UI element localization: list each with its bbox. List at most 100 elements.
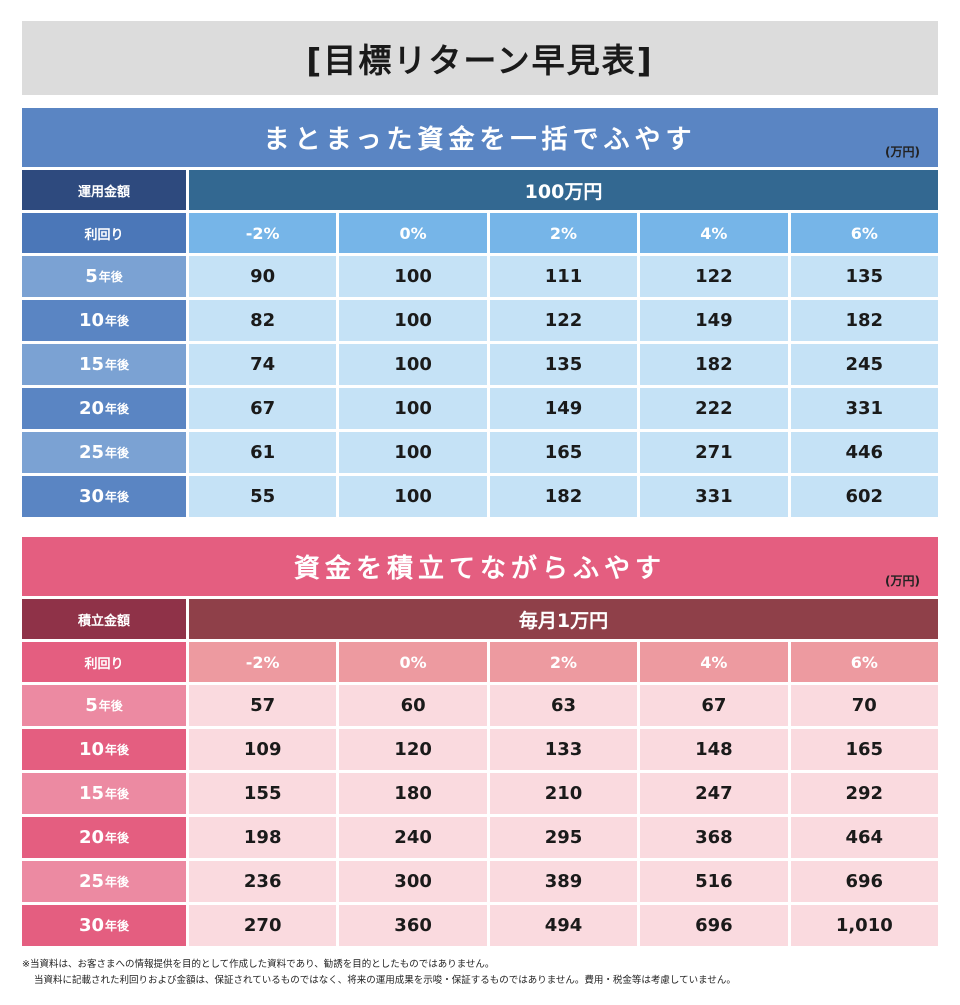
year-suffix: 年後	[105, 787, 130, 801]
value-cell: 210	[489, 773, 638, 814]
value-cell: 165	[790, 729, 938, 770]
value-cell: 60	[339, 685, 487, 726]
year-number: 25	[78, 442, 105, 463]
value-cell: 100	[339, 388, 487, 429]
value-cell: 368	[640, 817, 788, 858]
unit-label: (万円)	[885, 574, 920, 588]
value-cell: 360	[339, 905, 487, 946]
value-cell: 100	[339, 432, 487, 473]
return-table: 運用金額 100万円 利回り -2% 0% 2% 4% 6% 5 年後 90 100 111 122 135…	[22, 170, 938, 517]
year-number: 10	[78, 310, 105, 331]
amount-value: 毎月1万円	[189, 599, 938, 639]
value-cell: 236	[189, 861, 337, 902]
year-number: 30	[78, 486, 105, 507]
year-number: 5	[85, 266, 98, 287]
value-cell: 67	[640, 685, 788, 726]
value-cell: 165	[489, 432, 638, 473]
amount-label: 積立金額	[22, 599, 186, 639]
footnote: ※当資料は、お客さまへの情報提供を目的として作成した資料であり、勧誘を目的とした…	[22, 959, 495, 970]
year-suffix: 年後	[105, 875, 130, 889]
value-cell: 57	[189, 685, 337, 726]
section-title: 資金を積立てながらふやす	[293, 554, 666, 584]
rate-header: 0%	[339, 213, 487, 253]
unit-label: (万円)	[885, 145, 920, 159]
rate-header: 4%	[640, 213, 788, 253]
value-cell: 247	[640, 773, 788, 814]
year-number: 15	[78, 354, 105, 375]
value-cell: 90	[189, 256, 337, 297]
value-cell: 111	[489, 256, 638, 297]
year-suffix: 年後	[105, 919, 130, 933]
value-cell: 464	[790, 817, 938, 858]
value-cell: 61	[189, 432, 337, 473]
rate-header: 2%	[489, 642, 638, 682]
value-cell: 198	[189, 817, 337, 858]
year-suffix: 年後	[105, 402, 130, 416]
value-cell: 271	[640, 432, 788, 473]
value-cell: 120	[339, 729, 487, 770]
rate-label: 利回り	[22, 642, 186, 682]
year-suffix: 年後	[105, 358, 130, 372]
year-suffix: 年後	[105, 490, 130, 504]
value-cell: 245	[790, 344, 938, 385]
year-suffix: 年後	[105, 314, 130, 328]
year-label: 15 年後	[22, 344, 186, 385]
value-cell: 389	[489, 861, 638, 902]
value-cell: 182	[790, 300, 938, 341]
amount-value: 100万円	[189, 170, 938, 210]
amount-label: 運用金額	[22, 170, 186, 210]
title-bar: [目標リターン早見表]	[22, 21, 938, 95]
value-cell: 109	[189, 729, 337, 770]
section-installment: 資金を積立てながらふやす (万円) 積立金額 毎月1万円 利回り -2% 0% 2% 4% 6…	[22, 537, 938, 946]
section-header: まとまった資金を一括でふやす (万円)	[22, 108, 938, 167]
year-label: 30 年後	[22, 905, 186, 946]
rate-header: 2%	[489, 213, 638, 253]
value-cell: 122	[640, 256, 788, 297]
section-title: まとまった資金を一括でふやす	[263, 125, 697, 155]
year-label: 25 年後	[22, 861, 186, 902]
rate-header: -2%	[189, 213, 337, 253]
value-cell: 100	[339, 476, 487, 517]
value-cell: 446	[790, 432, 938, 473]
year-suffix: 年後	[98, 699, 123, 713]
value-cell: 331	[790, 388, 938, 429]
value-cell: 82	[189, 300, 337, 341]
value-cell: 100	[339, 256, 487, 297]
value-cell: 696	[790, 861, 938, 902]
year-label: 25 年後	[22, 432, 186, 473]
value-cell: 135	[489, 344, 638, 385]
year-number: 15	[78, 783, 105, 804]
value-cell: 55	[189, 476, 337, 517]
year-label: 20 年後	[22, 817, 186, 858]
value-cell: 155	[189, 773, 337, 814]
year-label: 5 年後	[22, 685, 186, 726]
value-cell: 696	[640, 905, 788, 946]
value-cell: 70	[790, 685, 938, 726]
section-header: 資金を積立てながらふやす (万円)	[22, 537, 938, 596]
rate-header: -2%	[189, 642, 337, 682]
value-cell: 1,010	[790, 905, 938, 946]
value-cell: 494	[489, 905, 638, 946]
value-cell: 63	[489, 685, 638, 726]
value-cell: 74	[189, 344, 337, 385]
year-number: 20	[78, 398, 105, 419]
year-number: 10	[78, 739, 105, 760]
year-number: 20	[78, 827, 105, 848]
year-suffix: 年後	[105, 831, 130, 845]
year-suffix: 年後	[98, 270, 123, 284]
value-cell: 135	[790, 256, 938, 297]
value-cell: 67	[189, 388, 337, 429]
value-cell: 300	[339, 861, 487, 902]
year-suffix: 年後	[105, 743, 130, 757]
rate-header: 0%	[339, 642, 487, 682]
value-cell: 100	[339, 300, 487, 341]
value-cell: 295	[489, 817, 638, 858]
year-label: 15 年後	[22, 773, 186, 814]
value-cell: 100	[339, 344, 487, 385]
footnotes: ※当資料は、お客さまへの情報提供を目的として作成した資料であり、勧誘を目的とした…	[22, 957, 938, 989]
rate-header: 6%	[790, 642, 938, 682]
year-label: 5 年後	[22, 256, 186, 297]
value-cell: 602	[790, 476, 938, 517]
value-cell: 149	[489, 388, 638, 429]
year-label: 30 年後	[22, 476, 186, 517]
